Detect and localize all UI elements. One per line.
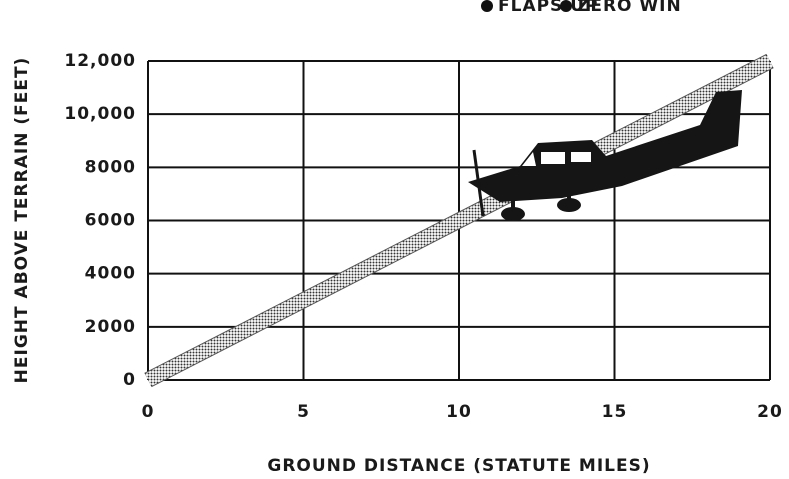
y-tick-label: 2000 — [85, 317, 136, 337]
y-tick-label: 8000 — [85, 157, 136, 177]
y-tick-label: 4000 — [85, 264, 136, 284]
x-tick-label: 20 — [757, 402, 783, 422]
page: FLAPS UP ZERO WIN HEIGHT ABOVE TERRAIN (… — [0, 0, 789, 479]
y-tick-label: 12,000 — [64, 51, 136, 71]
y-axis-label: HEIGHT ABOVE TERRAIN (FEET) — [12, 57, 32, 384]
airplane — [468, 90, 742, 221]
x-tick-label: 5 — [297, 402, 310, 422]
legend-dot — [481, 0, 493, 12]
chart: FLAPS UP ZERO WIN HEIGHT ABOVE TERRAIN (… — [0, 0, 789, 479]
legend-label: ZERO WIN — [577, 0, 682, 16]
y-tick-label: 0 — [123, 370, 136, 390]
y-tick-label: 6000 — [85, 211, 136, 231]
x-axis-label: GROUND DISTANCE (STATUTE MILES) — [267, 456, 650, 476]
x-tick-label: 0 — [142, 402, 155, 422]
x-tick-label: 15 — [602, 402, 628, 422]
y-tick-label: 10,000 — [64, 104, 136, 124]
legend-dot — [560, 0, 572, 12]
x-tick-label: 10 — [446, 402, 472, 422]
